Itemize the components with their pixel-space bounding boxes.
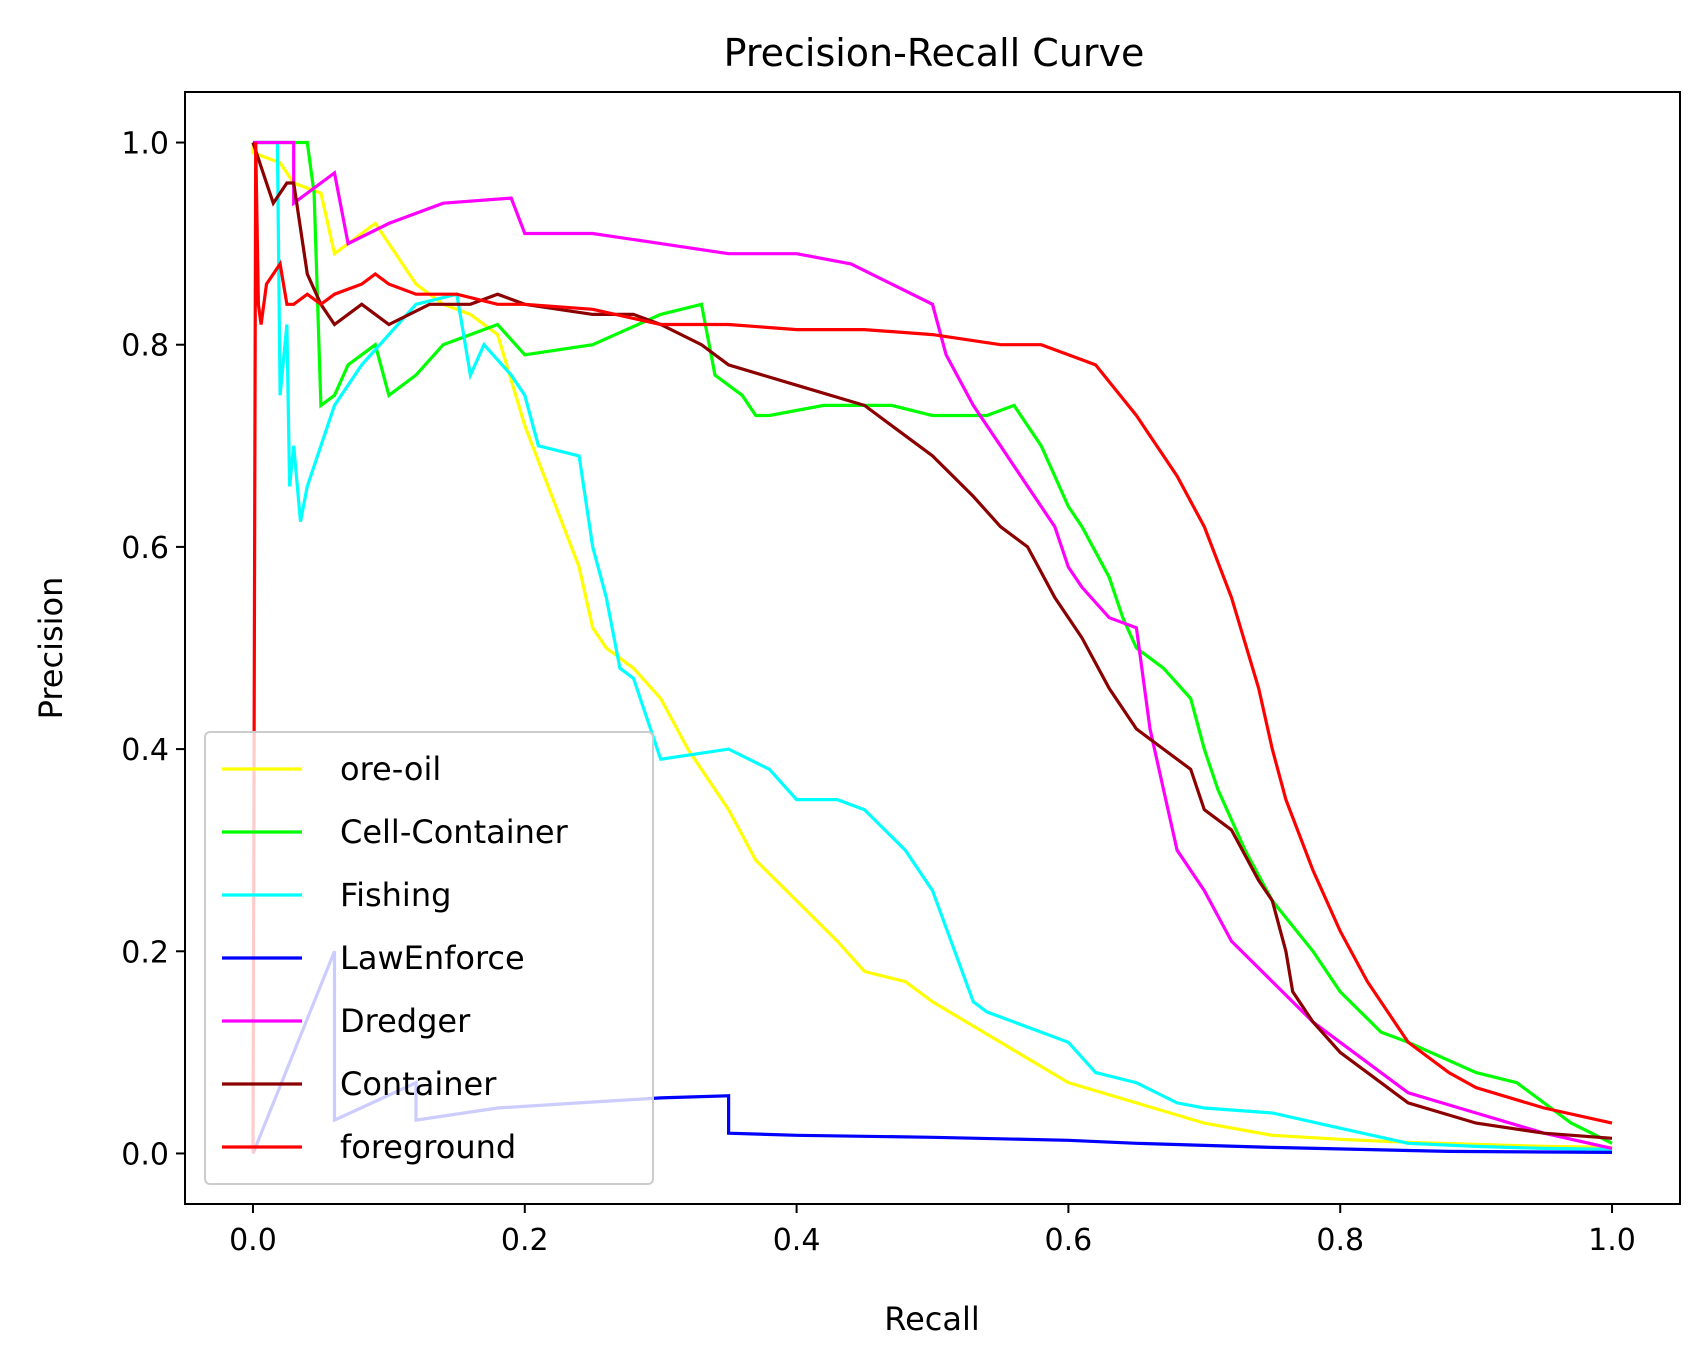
legend-box bbox=[204, 731, 654, 1185]
y-tick-label: 0.6 bbox=[121, 531, 169, 566]
series-line-fishing bbox=[253, 140, 1613, 1151]
y-axis-label: Precision bbox=[32, 577, 70, 720]
x-tick-label: 1.0 bbox=[1588, 1223, 1636, 1258]
x-tick-label: 0.6 bbox=[1045, 1223, 1093, 1258]
y-tick-label: 0.4 bbox=[121, 733, 169, 768]
series-line-dredger bbox=[253, 140, 1613, 1150]
legend: ore-oil Cell-Container Fishing LawEnforce Dr… bbox=[204, 731, 654, 1185]
legend-label: foreground bbox=[340, 1128, 516, 1166]
legend-label: Fishing bbox=[340, 876, 451, 914]
y-axis-ticks: 0.0 0.2 0.4 0.6 0.8 1.0 bbox=[121, 127, 185, 1172]
x-tick-label: 0.0 bbox=[229, 1223, 277, 1258]
series-line-cell-container bbox=[253, 140, 1613, 1145]
legend-label: ore-oil bbox=[340, 750, 441, 788]
x-axis-ticks: 0.0 0.2 0.4 0.6 0.8 1.0 bbox=[229, 1204, 1636, 1258]
series-line-container bbox=[251, 141, 1613, 1140]
plot-frame bbox=[184, 91, 1681, 1205]
x-axis-label: Recall bbox=[884, 1300, 979, 1338]
legend-entries: ore-oil Cell-Container Fishing LawEnforce Dr… bbox=[222, 750, 569, 1166]
chart-title: Precision-Recall Curve bbox=[724, 31, 1145, 75]
series-layer bbox=[251, 140, 1613, 1155]
x-tick-label: 0.2 bbox=[501, 1223, 549, 1258]
legend-label: LawEnforce bbox=[340, 939, 525, 977]
y-tick-label: 0.8 bbox=[121, 329, 169, 364]
x-tick-label: 0.4 bbox=[773, 1223, 821, 1258]
x-tick-label: 0.8 bbox=[1316, 1223, 1364, 1258]
y-tick-label: 1.0 bbox=[121, 127, 169, 162]
legend-label: Container bbox=[340, 1065, 497, 1103]
y-tick-label: 0.0 bbox=[121, 1137, 169, 1172]
legend-label: Dredger bbox=[340, 1002, 471, 1040]
y-tick-label: 0.2 bbox=[121, 935, 169, 970]
legend-label: Cell-Container bbox=[340, 813, 569, 851]
series-line-foreground bbox=[251, 142, 1613, 1154]
